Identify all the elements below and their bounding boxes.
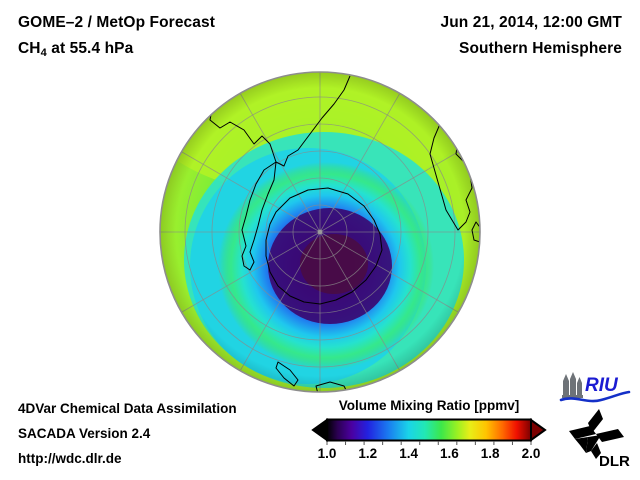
- colorbar-tick-label: 1.6: [440, 446, 459, 461]
- globe-outline: [159, 71, 481, 393]
- page-title-instrument: GOME–2 / MetOp Forecast: [18, 14, 215, 31]
- footer-line-version: SACADA Version 2.4: [18, 426, 151, 441]
- colorbar-ticks: [326, 441, 532, 445]
- region-label: Southern Hemisphere: [459, 40, 622, 57]
- species-prefix: CH: [18, 40, 41, 57]
- species-suffix: at 55.4 hPa: [46, 40, 134, 57]
- colorbar-gradient: [327, 419, 531, 441]
- colorbar-extend-low: [313, 420, 327, 440]
- dlr-logo: DLR: [566, 407, 630, 470]
- footer-line-url[interactable]: http://wdc.dlr.de: [18, 451, 122, 466]
- colorbar-tick-label: 1.8: [480, 446, 500, 461]
- colorbar-extend-high-frame: [530, 418, 547, 442]
- colorbar: [309, 416, 549, 446]
- colorbar-tick-label: 1.4: [399, 446, 418, 461]
- colorbar-extend-low-frame: [311, 418, 328, 442]
- colorbar-tick-label: 1.2: [358, 446, 378, 461]
- dlr-mark-icon: [569, 409, 624, 459]
- riu-tower-icon: [562, 372, 583, 398]
- datetime-label: Jun 21, 2014, 12:00 GMT: [440, 14, 622, 31]
- riu-wordmark: RIU: [585, 375, 619, 396]
- species-subscript: 4: [40, 47, 47, 59]
- colorbar-tick-labels: 1.0 1.2 1.4 1.6 1.8 2.0: [305, 446, 553, 468]
- riu-wave-icon: [559, 390, 631, 403]
- globe-map: [158, 70, 482, 394]
- page-title-species: CH4 at 55.4 hPa: [18, 40, 134, 59]
- dlr-wordmark: DLR: [599, 453, 630, 469]
- colorbar-tick-label: 2.0: [521, 446, 541, 461]
- colorbar-tick-label: 1.0: [317, 446, 337, 461]
- limb-shading: [160, 72, 480, 392]
- footer-line-assimilation: 4DVar Chemical Data Assimilation: [18, 401, 237, 416]
- colorbar-extend-high: [531, 420, 545, 440]
- colorbar-title: Volume Mixing Ratio [ppmv]: [338, 398, 520, 413]
- riu-logo: RIU: [557, 371, 631, 405]
